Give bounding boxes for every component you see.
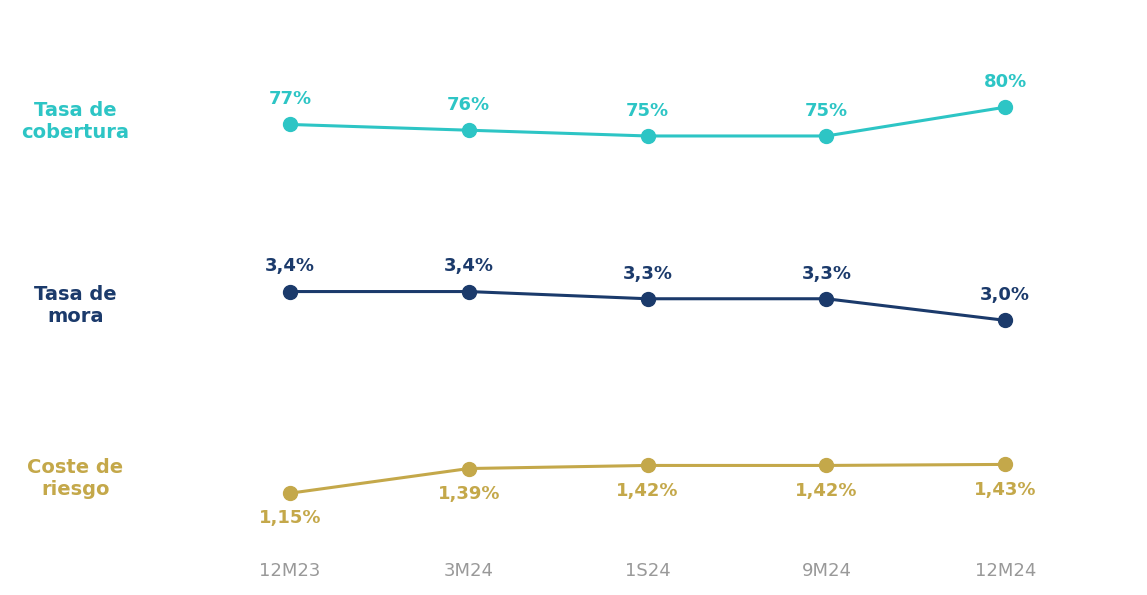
Text: 12M23: 12M23 bbox=[259, 562, 320, 580]
Text: 9M24: 9M24 bbox=[802, 562, 851, 580]
Text: 80%: 80% bbox=[984, 73, 1027, 91]
Text: 75%: 75% bbox=[626, 102, 669, 120]
Text: Tasa de
cobertura: Tasa de cobertura bbox=[22, 101, 130, 142]
Text: Tasa de
mora: Tasa de mora bbox=[34, 286, 117, 327]
Text: 3,4%: 3,4% bbox=[444, 258, 493, 275]
Text: 3M24: 3M24 bbox=[444, 562, 493, 580]
Text: 12M24: 12M24 bbox=[975, 562, 1036, 580]
Text: 1,39%: 1,39% bbox=[437, 485, 500, 503]
Text: 77%: 77% bbox=[268, 90, 312, 108]
Text: 1,43%: 1,43% bbox=[974, 481, 1037, 499]
Text: 3,0%: 3,0% bbox=[981, 286, 1030, 304]
Text: 1,42%: 1,42% bbox=[616, 481, 679, 500]
Text: 3,3%: 3,3% bbox=[802, 265, 851, 283]
Text: 1,42%: 1,42% bbox=[795, 481, 858, 500]
Text: 3,4%: 3,4% bbox=[265, 258, 315, 275]
Text: Coste de
riesgo: Coste de riesgo bbox=[28, 458, 123, 499]
Text: 76%: 76% bbox=[447, 96, 490, 114]
Text: 75%: 75% bbox=[805, 102, 848, 120]
Text: 3,3%: 3,3% bbox=[623, 265, 672, 283]
Text: 1S24: 1S24 bbox=[625, 562, 671, 580]
Text: 1,15%: 1,15% bbox=[258, 509, 321, 527]
